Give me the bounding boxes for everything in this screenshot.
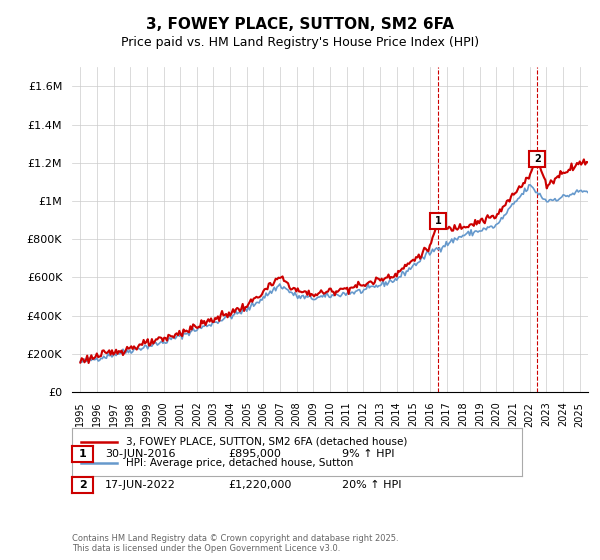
Text: 30-JUN-2016: 30-JUN-2016 (105, 449, 176, 459)
Text: 3, FOWEY PLACE, SUTTON, SM2 6FA (detached house): 3, FOWEY PLACE, SUTTON, SM2 6FA (detache… (126, 437, 407, 447)
Text: 9% ↑ HPI: 9% ↑ HPI (342, 449, 395, 459)
Text: Price paid vs. HM Land Registry's House Price Index (HPI): Price paid vs. HM Land Registry's House … (121, 36, 479, 49)
Text: 20% ↑ HPI: 20% ↑ HPI (342, 480, 401, 490)
Text: 3, FOWEY PLACE, SUTTON, SM2 6FA: 3, FOWEY PLACE, SUTTON, SM2 6FA (146, 17, 454, 32)
Text: 2: 2 (79, 480, 86, 490)
Text: 17-JUN-2022: 17-JUN-2022 (105, 480, 176, 490)
Text: £895,000: £895,000 (228, 449, 281, 459)
Text: 1: 1 (79, 449, 86, 459)
Text: Contains HM Land Registry data © Crown copyright and database right 2025.
This d: Contains HM Land Registry data © Crown c… (72, 534, 398, 553)
Text: £1,220,000: £1,220,000 (228, 480, 292, 490)
Text: HPI: Average price, detached house, Sutton: HPI: Average price, detached house, Sutt… (126, 458, 353, 468)
Text: 2: 2 (534, 154, 541, 164)
Text: 1: 1 (435, 216, 442, 226)
